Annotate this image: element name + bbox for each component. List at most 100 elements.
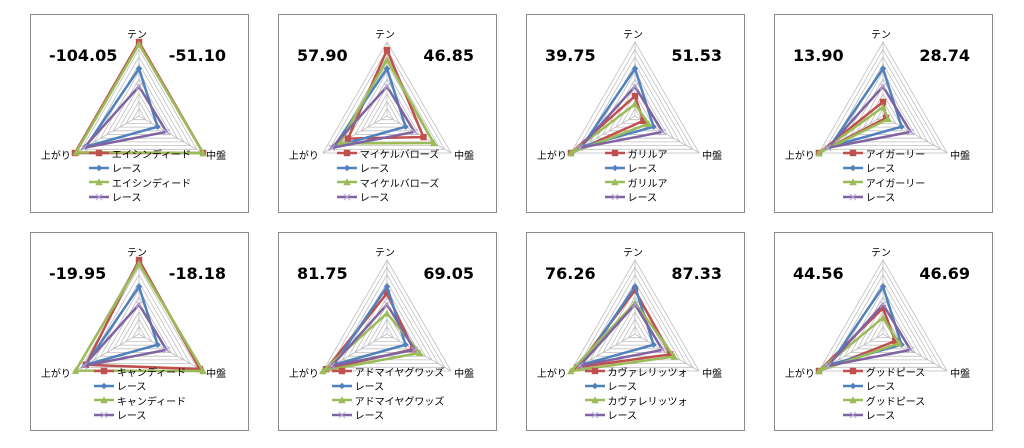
data-point — [815, 367, 823, 375]
grid-ring — [373, 100, 401, 124]
grid-ring — [335, 273, 439, 365]
grid-ring — [875, 325, 891, 339]
data-point — [631, 92, 639, 100]
legend-label: マイケルバローズ — [359, 149, 440, 161]
data-point — [199, 367, 207, 375]
grid-ring — [328, 266, 446, 368]
right-value-label: -51.10 — [168, 46, 226, 65]
data-point — [154, 123, 161, 130]
data-point — [411, 128, 419, 136]
data-point — [383, 309, 391, 317]
right-value-label: 28.74 — [919, 46, 970, 65]
data-point — [879, 283, 887, 290]
series-line — [567, 300, 677, 373]
legend-label: レース — [354, 382, 385, 394]
legend-item: レース — [604, 190, 668, 204]
legend: キャンディード レース キャンディード レース — [31, 364, 248, 422]
legend-item: カヴァレリッツォ — [584, 364, 688, 379]
data-point — [383, 300, 391, 308]
legend-label: レース — [865, 411, 896, 423]
right-value-label: 69.05 — [423, 264, 474, 283]
legend-item: レース — [88, 161, 191, 176]
legend-label: レース — [359, 193, 390, 205]
legend-label: レース — [865, 382, 896, 394]
right-value-label: 46.69 — [919, 264, 970, 283]
legend-marker-icon — [604, 150, 625, 157]
axis-label: 上がり — [40, 369, 71, 380]
legend-label: レース — [865, 193, 896, 205]
grid-ring — [125, 318, 153, 342]
legend-marker-icon — [336, 193, 357, 201]
axis-label: テン — [623, 248, 643, 259]
radar-plot — [71, 38, 207, 157]
radar-chart-panel: テン 中盤 上がり 39.75 51.53 ガリルア レース ガリルア レース — [526, 14, 745, 213]
axis-label: テン — [127, 248, 147, 259]
grid-ring — [87, 55, 191, 147]
left-value-label: -104.05 — [49, 46, 118, 65]
legend-item: マイケルバローズ — [336, 175, 440, 190]
data-point — [420, 133, 427, 141]
grid-ring — [367, 93, 407, 128]
axis-spoke — [386, 115, 452, 154]
legend-marker-icon — [88, 164, 109, 171]
series-line — [82, 65, 160, 149]
radar-chart-panel: テン 中盤 上がり -19.95 -18.18 キャンディード レース キャンディード レース — [30, 232, 249, 431]
data-point — [879, 300, 887, 308]
grid-ring — [328, 48, 446, 150]
series-line — [570, 102, 651, 155]
right-value-label: -18.18 — [168, 264, 226, 283]
data-point — [383, 56, 391, 63]
legend-label: マイケルバローズ — [359, 178, 440, 190]
legend-marker-icon — [842, 178, 863, 186]
legend-item: レース — [842, 379, 926, 394]
data-point — [135, 256, 143, 264]
data-point — [631, 283, 639, 290]
legend-item: グッドピース — [842, 393, 925, 408]
axis-spoke — [882, 115, 948, 154]
grid-ring — [831, 273, 935, 365]
legend: アドマイヤグワッズ レース アドマイヤグワッズ レース — [279, 364, 496, 422]
legend-item: レース — [331, 379, 445, 394]
legend-marker-icon — [336, 150, 357, 157]
data-point — [319, 367, 327, 375]
legend-marker-icon — [88, 150, 109, 157]
axis-label: 中盤 — [206, 369, 227, 380]
grid-ring — [621, 318, 649, 342]
data-point — [383, 82, 391, 90]
legend-marker-icon — [842, 382, 863, 389]
legend-item: レース — [842, 408, 926, 423]
axis-label: 中盤 — [702, 369, 723, 380]
right-value-label: 87.33 — [671, 264, 722, 283]
data-point — [884, 115, 892, 123]
data-point — [891, 337, 899, 345]
legend-label: レース — [111, 164, 142, 176]
data-point — [631, 300, 639, 308]
grid-ring — [367, 311, 407, 346]
data-point — [430, 139, 438, 147]
grid-ring — [379, 325, 395, 339]
legend-item: レース — [93, 379, 186, 393]
legend-item: アドマイヤグワッズ — [331, 393, 445, 408]
data-point — [71, 366, 80, 374]
axis-label: テン — [127, 30, 147, 41]
legend-label: アドマイヤグワッズ — [354, 396, 445, 408]
data-point — [824, 362, 832, 370]
legend-marker-icon — [88, 178, 109, 186]
data-point — [72, 148, 80, 156]
data-point — [196, 365, 204, 373]
legend-marker-icon — [842, 193, 863, 201]
grid-ring — [322, 41, 452, 154]
axis-spoke — [138, 115, 204, 154]
legend-label: カヴァレリッツォ — [607, 367, 688, 379]
legend-item: キャンディード — [93, 393, 186, 408]
axis-label: 上がり — [40, 151, 71, 162]
axis-label: テン — [623, 30, 643, 41]
data-point — [667, 351, 674, 358]
data-point — [402, 341, 409, 348]
grid-ring — [379, 107, 395, 121]
legend-item: レース — [584, 379, 688, 393]
grid-ring — [570, 41, 700, 154]
legend-label: カヴァレリッツォ — [607, 396, 688, 408]
axis-label: 上がり — [536, 151, 567, 162]
series-line — [328, 84, 417, 150]
